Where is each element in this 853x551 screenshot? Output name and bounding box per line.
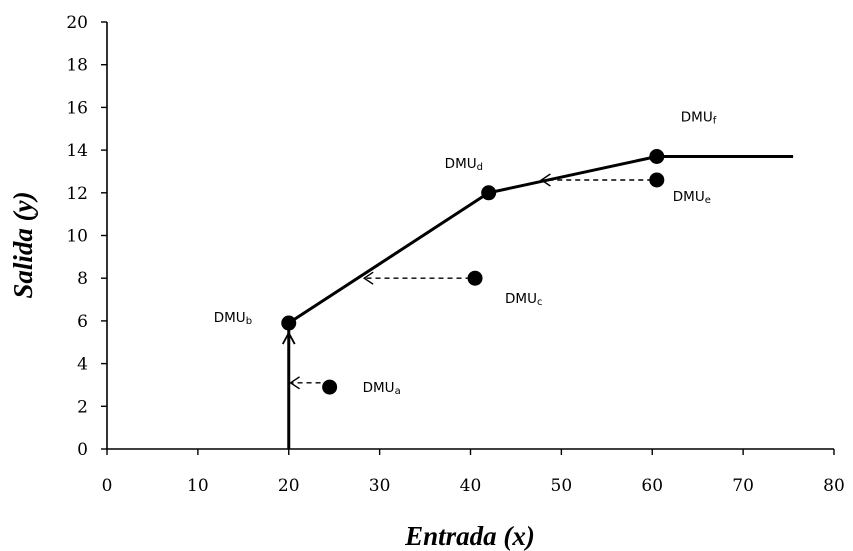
dmu-a-label: DMUa xyxy=(363,380,401,397)
y-tick-label: 8 xyxy=(77,269,88,289)
dmu-d-point xyxy=(481,185,497,201)
y-tick-label: 20 xyxy=(66,13,88,33)
y-tick-label: 4 xyxy=(77,355,88,375)
points: DMUa DMUb DMUc DMUd DMUe DMUf xyxy=(214,110,717,398)
y-tick-label: 2 xyxy=(77,397,88,417)
dmu-f-point xyxy=(649,149,665,165)
frontier-arrowhead xyxy=(281,331,296,345)
dmu-c-label: DMUc xyxy=(505,291,542,308)
y-tick-label: 16 xyxy=(66,98,88,118)
projection-arrowhead xyxy=(289,376,300,390)
dmu-f-label: DMUf xyxy=(681,110,717,127)
projection-arrowhead xyxy=(362,271,374,285)
x-tick-label: 40 xyxy=(460,476,482,496)
projections xyxy=(289,173,653,390)
axes xyxy=(106,22,834,450)
x-tick-label: 10 xyxy=(187,476,209,496)
y-tick-label: 0 xyxy=(77,440,88,460)
x-tick-label: 50 xyxy=(551,476,573,496)
dmu-b-label: DMUb xyxy=(214,310,252,327)
x-axis-title: Entrada (x) xyxy=(404,521,535,551)
dmu-e-point xyxy=(649,172,665,188)
dmu-a-point xyxy=(322,379,338,395)
x-tick-label: 60 xyxy=(641,476,663,496)
x-tick-label: 0 xyxy=(102,476,113,496)
ticks: 0 10 20 30 40 50 60 70 80 0 2 4 6 8 10 12 14 16 18 20 xyxy=(66,13,844,496)
x-tick-label: 20 xyxy=(278,476,300,496)
y-axis-title: Salida (y) xyxy=(8,191,38,298)
dmu-d-label: DMUd xyxy=(445,156,483,173)
x-tick-label: 80 xyxy=(823,476,845,496)
y-tick-label: 6 xyxy=(77,312,88,332)
y-tick-label: 18 xyxy=(66,56,88,76)
x-tick-label: 70 xyxy=(732,476,754,496)
dmu-e-label: DMUe xyxy=(673,189,711,206)
dmu-b-point xyxy=(281,315,297,331)
y-tick-label: 10 xyxy=(66,227,88,247)
projection-arrowhead xyxy=(540,173,551,187)
y-tick-label: 14 xyxy=(66,141,88,161)
x-tick-label: 30 xyxy=(369,476,391,496)
dmu-c-point xyxy=(467,270,483,286)
y-tick-label: 12 xyxy=(66,184,88,204)
